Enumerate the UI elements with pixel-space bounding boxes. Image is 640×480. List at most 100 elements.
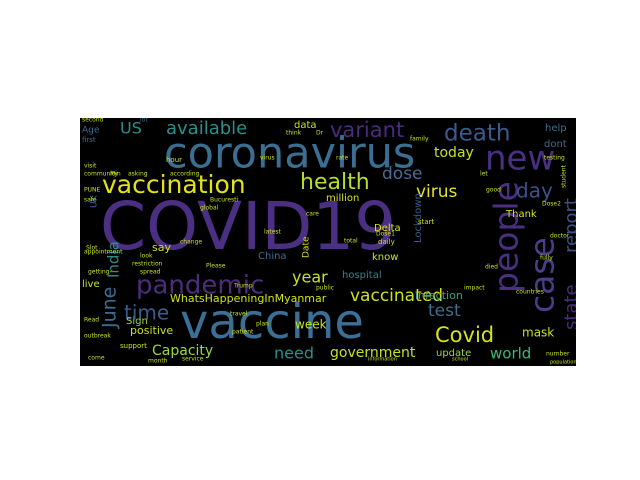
word: data (294, 120, 317, 131)
word: population (550, 360, 576, 366)
word-cloud-canvas: COVID19 vaccine coronavirus people case … (82, 118, 576, 366)
word: getting (88, 269, 110, 276)
word: report (561, 198, 576, 253)
word: asking (128, 171, 148, 178)
word: death (444, 121, 510, 147)
word: state (561, 284, 576, 330)
word: Slot (86, 245, 98, 252)
word: health (300, 170, 370, 195)
word: June (99, 287, 121, 329)
word: vaccinated (350, 286, 443, 306)
word: dose (382, 164, 423, 184)
word: number (546, 351, 570, 358)
word: time (124, 301, 169, 325)
word: infection (415, 289, 463, 302)
word: Covid (435, 323, 494, 347)
word: hospital (342, 270, 382, 281)
word: people (487, 181, 526, 293)
word: family (410, 136, 429, 143)
word: COVID19 (100, 188, 396, 265)
word: impact (464, 285, 485, 292)
word: support (120, 342, 147, 350)
word: year (292, 268, 328, 287)
word: help (545, 123, 567, 134)
word: say (152, 241, 171, 254)
word: care (306, 211, 319, 218)
word: week (295, 318, 327, 332)
word: Please (206, 263, 226, 270)
word: patient (232, 329, 254, 336)
word: lot (140, 118, 148, 124)
word: positive (130, 324, 173, 337)
word: come (88, 355, 105, 362)
word: update (436, 348, 471, 359)
word: Bucuresti (210, 197, 239, 204)
word: available (166, 118, 247, 139)
word: second (82, 118, 104, 124)
word: Sign (126, 316, 148, 327)
word: let (480, 171, 488, 178)
word: Dose1 (376, 231, 395, 238)
word: restriction (132, 261, 163, 268)
word: new (485, 139, 555, 179)
word: public (316, 285, 334, 292)
word: Thank (505, 209, 537, 220)
word: million (326, 193, 359, 204)
word: global (200, 205, 219, 212)
word: total (344, 238, 358, 245)
word: doctor (550, 233, 570, 240)
word: mask (522, 326, 554, 340)
word: PUNE (84, 187, 100, 194)
word: change (180, 239, 202, 246)
word: Lockdown (413, 193, 424, 243)
word: WhatsHappeningInMyanmar (170, 292, 327, 305)
word: fully (540, 255, 553, 262)
word: latest (264, 229, 282, 236)
word: government (330, 345, 416, 361)
word: world (490, 345, 531, 363)
word: Date (302, 236, 312, 258)
word: dont (544, 139, 567, 150)
word: Age (82, 126, 100, 136)
word: good (486, 187, 501, 194)
word: spread (140, 269, 161, 276)
word: died (485, 264, 498, 271)
word: testing (544, 155, 565, 162)
word: community (84, 171, 118, 178)
word: UK (90, 194, 100, 208)
word: coronavirus (164, 129, 415, 179)
word: US (120, 119, 142, 138)
word: month (148, 358, 168, 365)
word: hour (166, 156, 182, 164)
word: plan (256, 321, 269, 328)
word: daily (378, 238, 395, 246)
word: school (452, 357, 468, 363)
word: case (523, 237, 562, 313)
word: according (170, 171, 200, 178)
word: variant (330, 118, 404, 142)
word-cloud: COVID19 vaccine coronavirus people case … (80, 118, 576, 366)
word: virus (416, 182, 458, 202)
word: rate (336, 155, 348, 162)
word: visit (84, 163, 97, 170)
word: safe (84, 197, 97, 204)
word: live (82, 279, 100, 290)
word: Delta (374, 223, 401, 234)
word: travel (230, 311, 248, 318)
word: need (274, 344, 314, 363)
word: first (82, 136, 96, 144)
word: student (561, 164, 568, 188)
word: China (258, 251, 287, 262)
word: know (372, 252, 398, 263)
word: test (428, 301, 461, 321)
word: countries (516, 289, 544, 296)
word: today (434, 145, 474, 161)
word: vaccination (102, 170, 246, 199)
word: pandemic (136, 271, 264, 301)
word: outbreak (84, 333, 111, 340)
word: information (368, 357, 397, 363)
word: Capacity (152, 343, 213, 359)
word: Dr (316, 130, 324, 137)
word: vaccine (180, 294, 364, 350)
word: India (105, 241, 123, 278)
